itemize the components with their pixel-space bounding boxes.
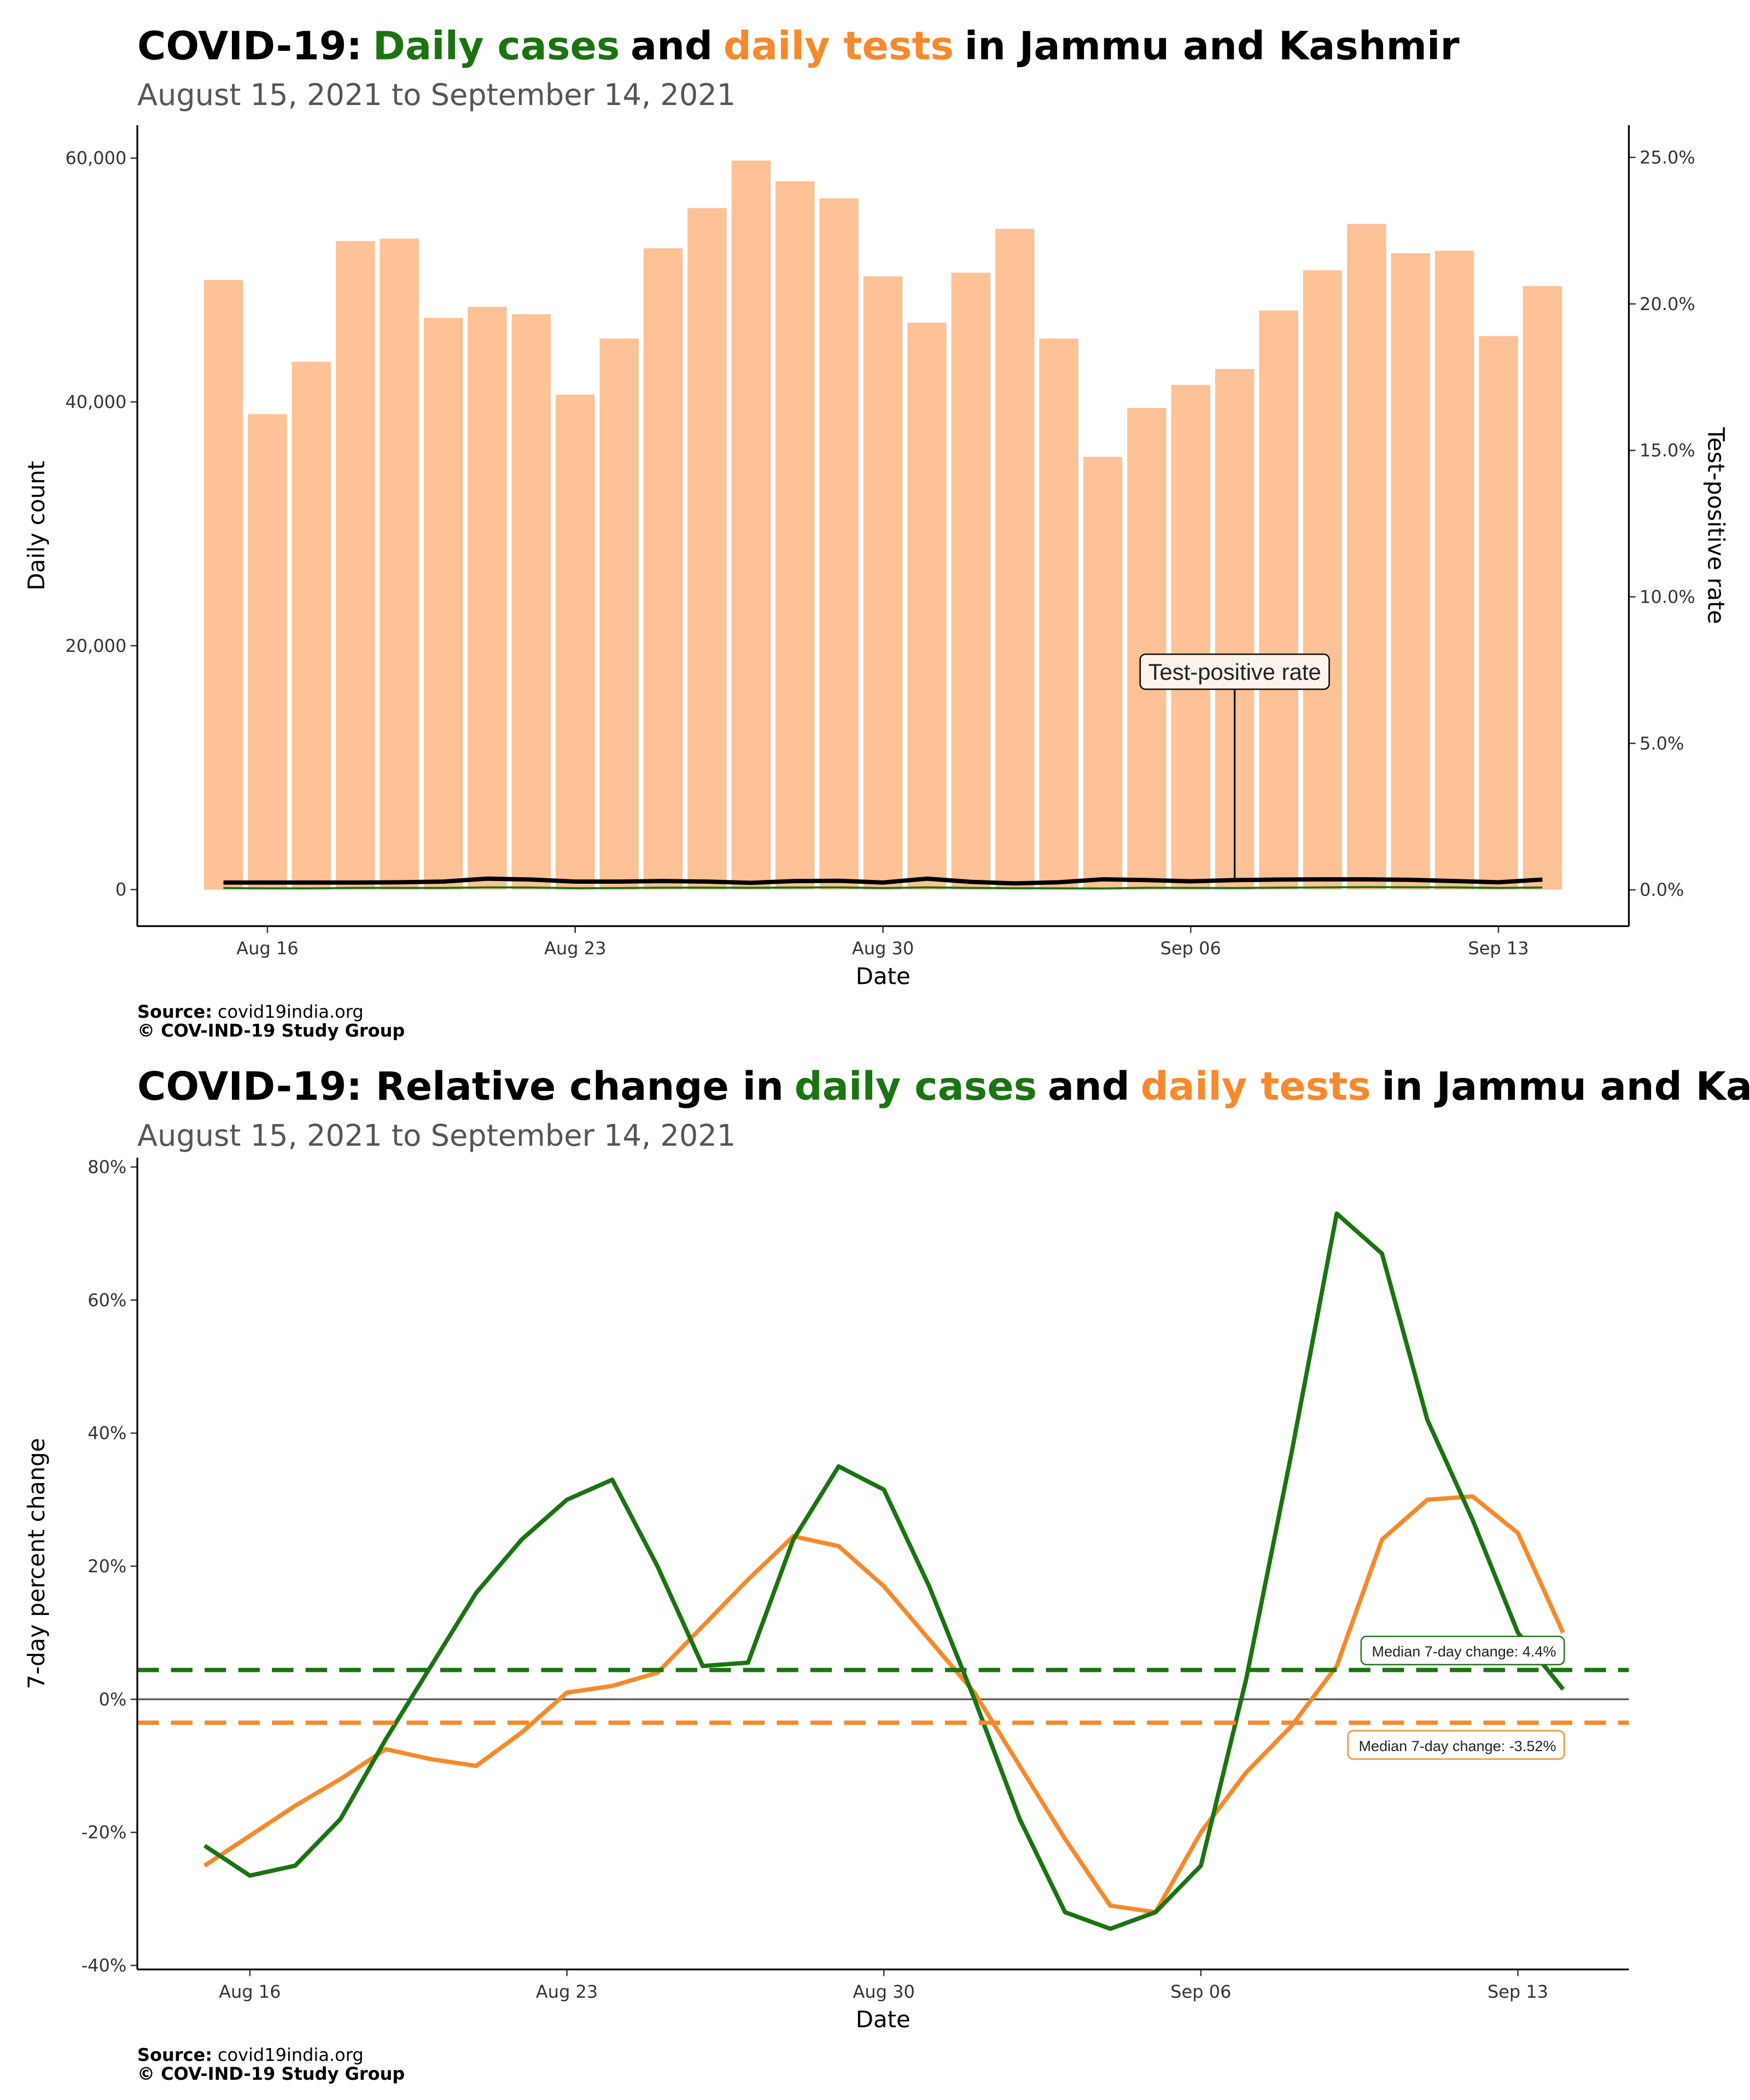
title-part: daily tests [1141,1064,1371,1109]
x-axis-title: Date [856,2006,911,2033]
y2-axis-title: Test-positive rate [1703,427,1730,624]
bar [907,323,947,890]
bar [1479,336,1518,890]
chart-subtitle: August 15, 2021 to September 14, 2021 [137,1118,736,1153]
title-part: and [1048,1064,1130,1109]
bar [468,307,507,890]
title-part: COVID-19: [137,23,362,68]
bar [599,339,639,890]
source: Source: covid19india.org [137,2045,364,2066]
bar [863,276,903,890]
source-label: Source: [137,1001,212,1022]
credit: © COV-IND-19 Study Group [137,2063,405,2084]
y-axis-title: 7-day percent change [23,1438,50,1689]
bar [1303,270,1343,890]
x-tick-label: Aug 16 [219,1981,281,2002]
line [223,886,1543,890]
y-tick-label: 20% [88,1556,126,1577]
y2-tick-label: 20.0% [1640,294,1695,314]
x-tick-label: Sep 13 [1488,1981,1548,2002]
line [203,1494,1565,1915]
y-tick-label: 0 [115,879,126,900]
chart-title: COVID-19: Daily cases and daily tests in Jam… [137,23,1460,68]
source-text: covid19india.org [218,1001,364,1022]
bar [643,248,683,890]
bar [1039,339,1078,890]
source-label: Source: [137,2045,212,2066]
bar [731,160,771,890]
chart-subtitle: August 15, 2021 to September 14, 2021 [137,78,736,112]
y2-tick-label: 0.0% [1640,879,1684,900]
bar [248,414,287,890]
x-tick-label: Aug 30 [852,938,914,959]
bar [995,229,1035,890]
y-axis-title: Daily count [23,461,50,591]
y-tick-label: 60% [88,1290,126,1310]
bar [1171,384,1210,890]
bar [1083,457,1123,890]
x-tick-label: Aug 30 [853,1981,915,2002]
x-axis-title: Date [856,962,911,989]
y2-tick-label: 5.0% [1640,733,1684,754]
y2-tick-label: 25.0% [1640,147,1695,168]
bar [775,181,815,890]
y-tick-label: 40,000 [65,392,126,412]
y-tick-label: -40% [81,1955,127,1976]
bar [1391,253,1430,890]
title-part: in Jammu and Kashmir [965,23,1460,68]
title-part: daily cases [795,1064,1037,1109]
title-part: COVID-19: Relative change in [137,1064,784,1109]
annotation: Test-positive rate [1148,659,1321,685]
x-tick-label: Sep 06 [1160,938,1221,959]
source-text: covid19india.org [218,2045,364,2066]
x-tick-label: Aug 23 [544,938,606,959]
y-tick-label: -20% [81,1822,127,1843]
bar [1347,224,1386,890]
bar [1434,250,1474,890]
bar [1522,286,1562,890]
bar [203,280,243,890]
y-tick-label: 80% [88,1157,126,1177]
title-part: in Jammu and Kashmir [1381,1064,1750,1109]
chart-title: COVID-19: Relative change in daily cases a… [137,1064,1750,1109]
credit: © COV-IND-19 Study Group [137,1020,405,1041]
y-tick-label: 20,000 [65,635,126,656]
bar [336,241,375,890]
source: Source: covid19india.org [137,1001,364,1022]
median-label-box [1360,1635,1565,1666]
bar [819,198,859,890]
x-tick-label: Sep 06 [1170,1981,1231,2002]
bar [511,314,551,890]
title-part: daily tests [724,23,954,68]
line [223,876,1543,886]
y-tick-label: 60,000 [65,148,126,168]
x-tick-label: Sep 13 [1468,938,1529,959]
bar [556,394,595,890]
x-tick-label: Aug 23 [536,1981,598,2002]
bar [380,238,419,890]
x-tick-label: Aug 16 [236,938,298,959]
line [203,1211,1565,1931]
bar [1259,310,1298,890]
bar [1127,408,1166,890]
annotation-box [1139,654,1330,690]
title-part: and [631,23,713,68]
median-label: Median 7-day change: 4.4% [1372,1643,1556,1660]
y2-tick-label: 15.0% [1640,440,1695,461]
bar [951,272,991,890]
y-tick-label: 0% [99,1689,127,1710]
y2-tick-label: 10.0% [1640,586,1695,607]
bar [423,318,463,890]
median-label: Median 7-day change: -3.52% [1358,1737,1556,1754]
bar [291,361,331,890]
bar [687,208,727,890]
median-label-box [1347,1730,1565,1760]
y-tick-label: 40% [88,1423,126,1444]
title-part: Daily cases [373,23,620,68]
